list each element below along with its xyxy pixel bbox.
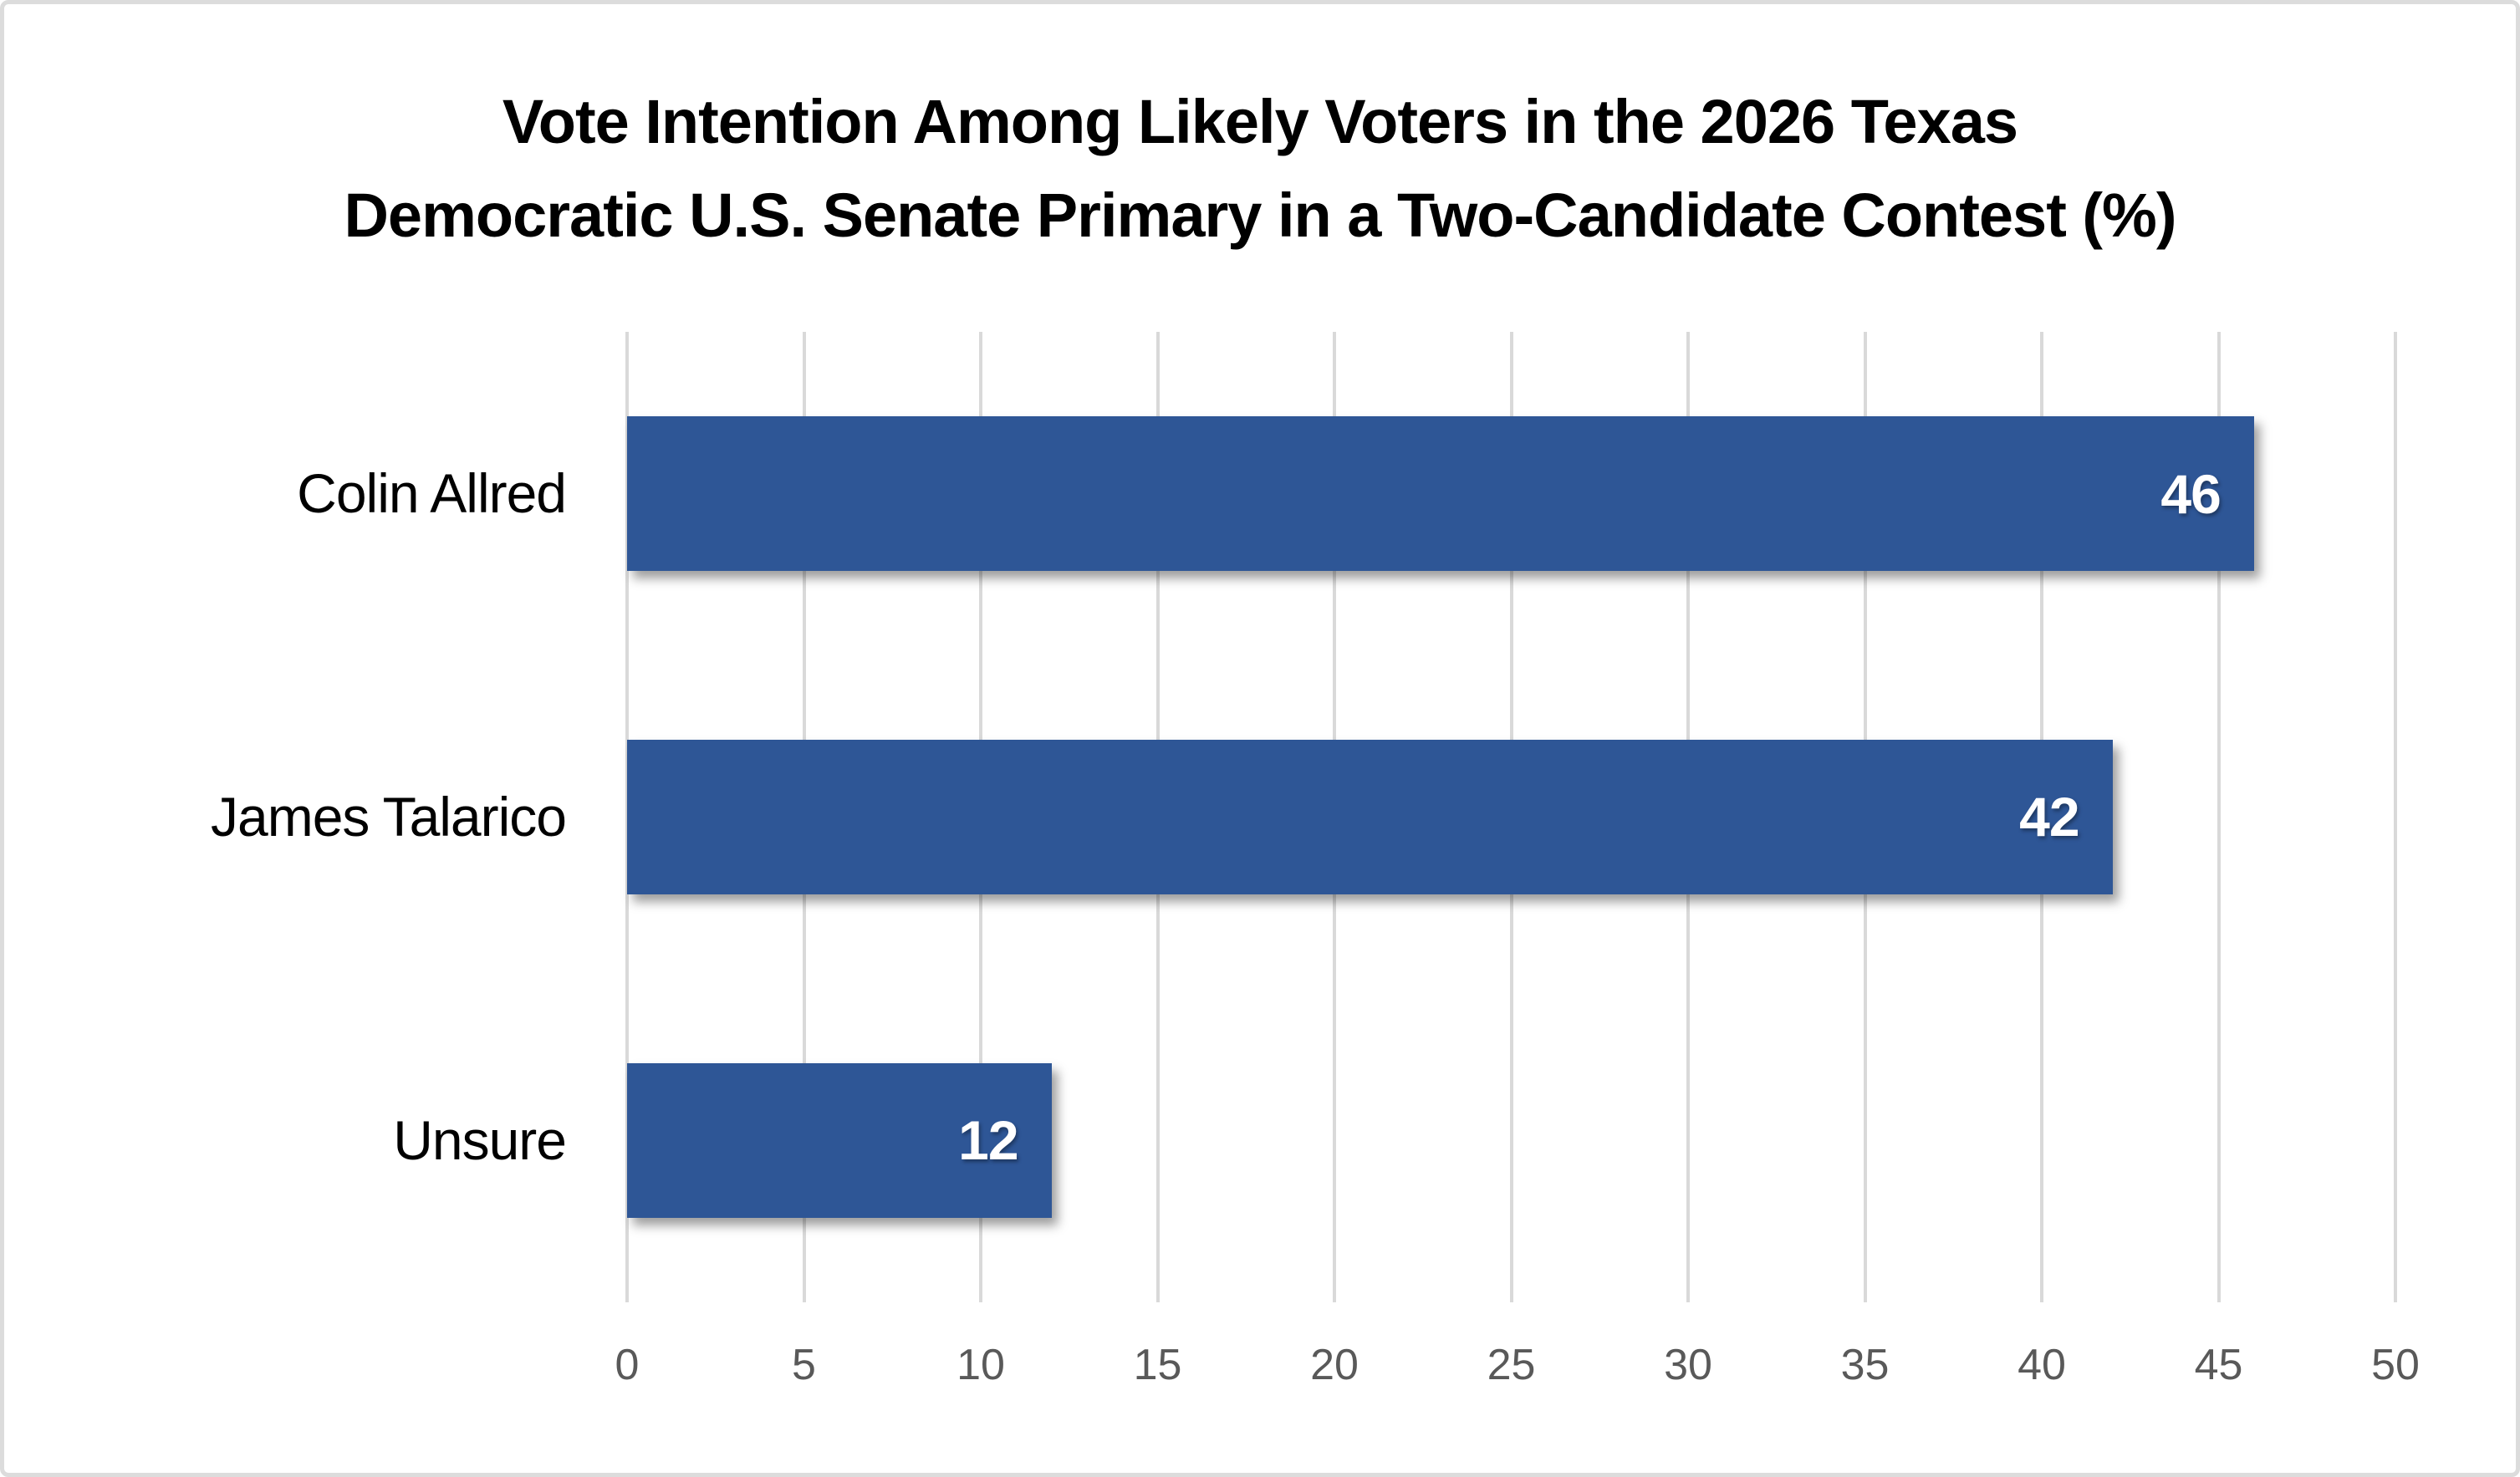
bar-colin-allred: 46 (627, 416, 2254, 571)
x-tick-label-15: 15 (1133, 1341, 1182, 1389)
value-label-unsure: 12 (958, 1109, 1018, 1172)
chart-title-line-2: Democratic U.S. Senate Primary in a Two-… (344, 181, 2176, 250)
x-tick-label-10: 10 (956, 1341, 1005, 1389)
value-label-james-talarico: 42 (2019, 786, 2079, 848)
category-labels: Colin Allred James Talarico Unsure (4, 332, 567, 1302)
plot-area: 46 42 12 (625, 332, 2397, 1302)
chart-title: Vote Intention Among Likely Voters in th… (4, 75, 2516, 262)
bar-unsure: 12 (627, 1062, 1052, 1218)
x-tick-label-25: 25 (1487, 1341, 1536, 1389)
gridline-x-50 (2394, 332, 2397, 1302)
category-label-unsure: Unsure (393, 1109, 567, 1172)
category-label-james-talarico: James Talarico (211, 786, 567, 848)
bar-james-talarico: 42 (627, 739, 2113, 894)
category-label-colin-allred: Colin Allred (297, 462, 567, 525)
chart-title-line-1: Vote Intention Among Likely Voters in th… (502, 87, 2018, 156)
x-tick-label-0: 0 (615, 1341, 640, 1389)
x-tick-label-50: 50 (2371, 1341, 2420, 1389)
x-tick-label-45: 45 (2194, 1341, 2243, 1389)
x-tick-label-5: 5 (792, 1341, 816, 1389)
x-tick-label-20: 20 (1310, 1341, 1359, 1389)
x-tick-label-30: 30 (1664, 1341, 1712, 1389)
x-tick-label-40: 40 (2018, 1341, 2066, 1389)
x-tick-label-35: 35 (1840, 1341, 1890, 1389)
value-label-colin-allred: 46 (2160, 462, 2221, 525)
x-axis: 0 5 10 15 20 25 30 35 40 45 50 (615, 1340, 2420, 1390)
gridline-x-45 (2216, 332, 2221, 1302)
